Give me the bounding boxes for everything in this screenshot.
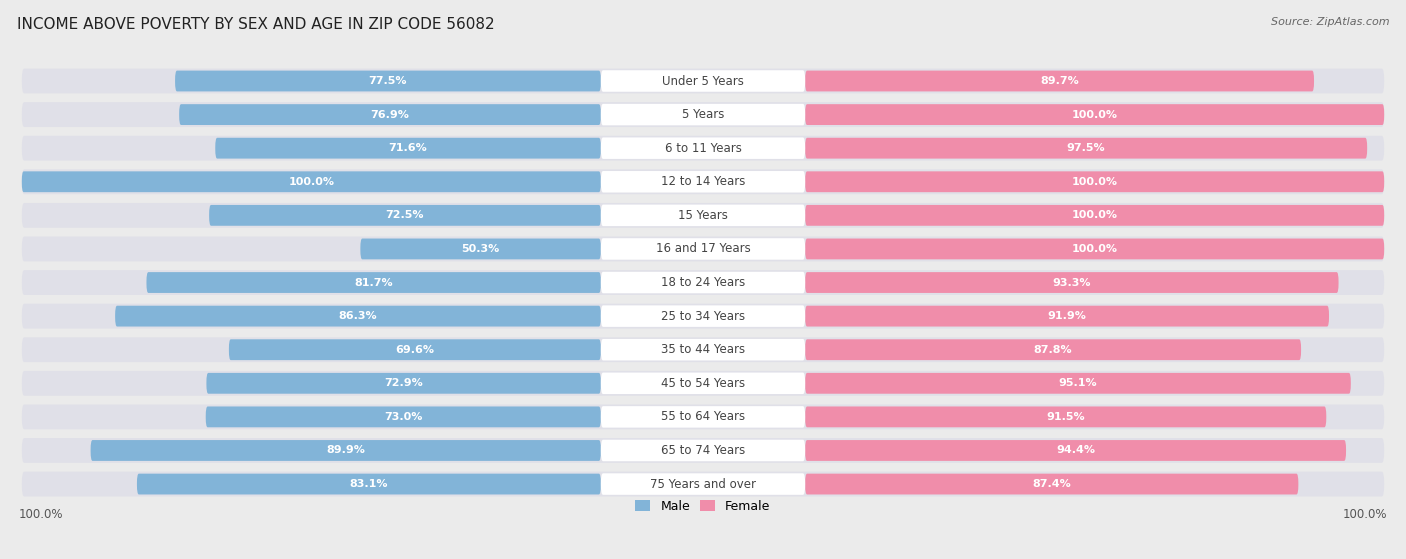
Text: 100.0%: 100.0% <box>1071 177 1118 187</box>
FancyBboxPatch shape <box>22 438 1384 463</box>
Text: 97.5%: 97.5% <box>1067 143 1105 153</box>
FancyBboxPatch shape <box>229 339 600 360</box>
FancyBboxPatch shape <box>600 372 806 394</box>
FancyBboxPatch shape <box>806 172 1384 192</box>
FancyBboxPatch shape <box>600 272 806 293</box>
Text: 69.6%: 69.6% <box>395 345 434 355</box>
FancyBboxPatch shape <box>806 205 1384 226</box>
Text: 87.4%: 87.4% <box>1032 479 1071 489</box>
FancyBboxPatch shape <box>806 473 1298 495</box>
FancyBboxPatch shape <box>22 236 1384 262</box>
FancyBboxPatch shape <box>136 473 600 495</box>
FancyBboxPatch shape <box>179 104 600 125</box>
Text: 100.0%: 100.0% <box>18 508 63 521</box>
Text: 100.0%: 100.0% <box>1071 210 1118 220</box>
FancyBboxPatch shape <box>22 304 1384 329</box>
FancyBboxPatch shape <box>600 70 806 92</box>
FancyBboxPatch shape <box>207 373 600 394</box>
Text: 12 to 14 Years: 12 to 14 Years <box>661 176 745 188</box>
FancyBboxPatch shape <box>90 440 600 461</box>
Text: 91.5%: 91.5% <box>1046 412 1085 422</box>
FancyBboxPatch shape <box>22 270 1384 295</box>
Text: 65 to 74 Years: 65 to 74 Years <box>661 444 745 457</box>
FancyBboxPatch shape <box>600 205 806 226</box>
FancyBboxPatch shape <box>806 70 1315 92</box>
FancyBboxPatch shape <box>215 138 600 159</box>
FancyBboxPatch shape <box>600 171 806 192</box>
Text: 35 to 44 Years: 35 to 44 Years <box>661 343 745 356</box>
FancyBboxPatch shape <box>146 272 600 293</box>
FancyBboxPatch shape <box>22 337 1384 362</box>
FancyBboxPatch shape <box>806 440 1346 461</box>
Text: 89.9%: 89.9% <box>326 446 366 456</box>
Text: 86.3%: 86.3% <box>339 311 377 321</box>
FancyBboxPatch shape <box>806 306 1329 326</box>
FancyBboxPatch shape <box>600 238 806 260</box>
Text: 95.1%: 95.1% <box>1059 378 1097 389</box>
FancyBboxPatch shape <box>209 205 600 226</box>
Text: 16 and 17 Years: 16 and 17 Years <box>655 243 751 255</box>
Text: 81.7%: 81.7% <box>354 277 392 287</box>
FancyBboxPatch shape <box>600 440 806 461</box>
FancyBboxPatch shape <box>115 306 600 326</box>
FancyBboxPatch shape <box>600 104 806 125</box>
Text: 100.0%: 100.0% <box>288 177 335 187</box>
Text: 15 Years: 15 Years <box>678 209 728 222</box>
FancyBboxPatch shape <box>22 69 1384 93</box>
Text: INCOME ABOVE POVERTY BY SEX AND AGE IN ZIP CODE 56082: INCOME ABOVE POVERTY BY SEX AND AGE IN Z… <box>17 17 495 32</box>
Text: 91.9%: 91.9% <box>1047 311 1087 321</box>
FancyBboxPatch shape <box>22 102 1384 127</box>
FancyBboxPatch shape <box>360 239 600 259</box>
Text: 73.0%: 73.0% <box>384 412 422 422</box>
Text: 89.7%: 89.7% <box>1040 76 1078 86</box>
FancyBboxPatch shape <box>22 169 1384 194</box>
FancyBboxPatch shape <box>22 405 1384 429</box>
Text: 72.9%: 72.9% <box>384 378 423 389</box>
FancyBboxPatch shape <box>806 104 1384 125</box>
FancyBboxPatch shape <box>806 406 1326 427</box>
Text: 55 to 64 Years: 55 to 64 Years <box>661 410 745 423</box>
FancyBboxPatch shape <box>600 138 806 159</box>
Text: 18 to 24 Years: 18 to 24 Years <box>661 276 745 289</box>
Text: 87.8%: 87.8% <box>1033 345 1073 355</box>
FancyBboxPatch shape <box>176 70 600 92</box>
Text: 72.5%: 72.5% <box>385 210 425 220</box>
Text: 100.0%: 100.0% <box>1343 508 1388 521</box>
FancyBboxPatch shape <box>806 272 1339 293</box>
FancyBboxPatch shape <box>600 305 806 327</box>
Text: Source: ZipAtlas.com: Source: ZipAtlas.com <box>1271 17 1389 27</box>
FancyBboxPatch shape <box>22 136 1384 160</box>
FancyBboxPatch shape <box>806 239 1384 259</box>
FancyBboxPatch shape <box>806 138 1367 159</box>
FancyBboxPatch shape <box>600 339 806 361</box>
FancyBboxPatch shape <box>22 371 1384 396</box>
Text: 75 Years and over: 75 Years and over <box>650 477 756 491</box>
FancyBboxPatch shape <box>600 473 806 495</box>
Text: 25 to 34 Years: 25 to 34 Years <box>661 310 745 323</box>
Text: 93.3%: 93.3% <box>1053 277 1091 287</box>
Text: 83.1%: 83.1% <box>350 479 388 489</box>
Legend: Male, Female: Male, Female <box>636 500 770 513</box>
Text: Under 5 Years: Under 5 Years <box>662 74 744 88</box>
Text: 100.0%: 100.0% <box>1071 110 1118 120</box>
Text: 100.0%: 100.0% <box>1071 244 1118 254</box>
FancyBboxPatch shape <box>806 339 1301 360</box>
Text: 76.9%: 76.9% <box>371 110 409 120</box>
Text: 77.5%: 77.5% <box>368 76 408 86</box>
FancyBboxPatch shape <box>205 406 600 427</box>
Text: 5 Years: 5 Years <box>682 108 724 121</box>
Text: 45 to 54 Years: 45 to 54 Years <box>661 377 745 390</box>
FancyBboxPatch shape <box>806 373 1351 394</box>
FancyBboxPatch shape <box>22 203 1384 228</box>
Text: 6 to 11 Years: 6 to 11 Years <box>665 141 741 155</box>
FancyBboxPatch shape <box>22 172 600 192</box>
Text: 71.6%: 71.6% <box>388 143 427 153</box>
Text: 50.3%: 50.3% <box>461 244 499 254</box>
Text: 94.4%: 94.4% <box>1056 446 1095 456</box>
FancyBboxPatch shape <box>22 472 1384 496</box>
FancyBboxPatch shape <box>600 406 806 428</box>
